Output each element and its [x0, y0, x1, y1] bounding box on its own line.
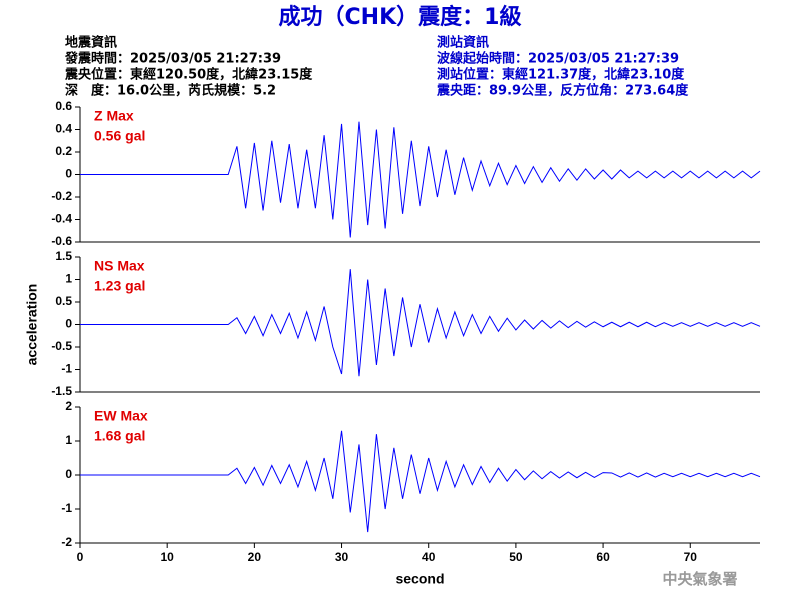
- x-tick-label: 60: [596, 550, 610, 564]
- annotation: EW Max: [94, 408, 148, 424]
- x-tick-label: 0: [77, 550, 84, 564]
- y-tick-label: -0.5: [51, 339, 72, 353]
- x-tick-label: 40: [422, 550, 436, 564]
- y-tick-label: 2: [65, 399, 72, 413]
- y-tick-label: -0.2: [51, 189, 72, 203]
- y-tick-label: -1: [61, 362, 72, 376]
- y-tick-label: 0.6: [55, 99, 72, 113]
- annotation: NS Max: [94, 258, 145, 274]
- quake-info: 深 度：16.0公里，芮氏規模：5.2: [65, 83, 276, 99]
- x-tick-label: 10: [160, 550, 174, 564]
- x-axis-label: second: [395, 571, 444, 587]
- y-tick-label: -0.4: [51, 212, 72, 226]
- x-tick-label: 30: [335, 550, 349, 564]
- waveform: [80, 121, 761, 238]
- footer: 中央氣象署: [662, 570, 737, 588]
- y-tick-label: 0: [65, 317, 72, 331]
- station-info: 測站位置：東經121.37度，北緯23.10度: [437, 67, 685, 83]
- y-tick-label: -1: [61, 501, 72, 515]
- y-tick-label: 0: [65, 467, 72, 481]
- x-tick-label: 70: [684, 550, 698, 564]
- chart-title: 成功（CHK）震度：1級: [279, 4, 522, 30]
- y-axis-label: acceleration: [24, 284, 40, 366]
- y-tick-label: 1.5: [55, 249, 72, 263]
- quake-info: 震央位置：東經120.50度，北緯23.15度: [64, 67, 313, 83]
- annotation: 0.56 gal: [94, 128, 145, 144]
- waveform: [80, 430, 761, 533]
- quake-info: 發震時間：2025/03/05 21:27:39: [64, 51, 281, 67]
- x-tick-label: 50: [509, 550, 523, 564]
- y-tick-label: 0.2: [55, 144, 72, 158]
- y-tick-label: 1: [65, 433, 72, 447]
- station-info: 測站資訊: [437, 35, 489, 51]
- annotation: 1.68 gal: [94, 428, 145, 444]
- y-tick-label: -2: [61, 535, 72, 549]
- quake-info: 地震資訊: [65, 35, 117, 51]
- waveform: [80, 269, 761, 377]
- y-tick-label: -1.5: [51, 384, 72, 398]
- y-tick-label: 0.4: [55, 122, 72, 136]
- station-info: 震央距：89.9公里，反方位角：273.64度: [436, 83, 689, 99]
- y-tick-label: 1: [65, 272, 72, 286]
- annotation: Z Max: [94, 108, 134, 124]
- y-tick-label: 0.5: [55, 294, 72, 308]
- annotation: 1.23 gal: [94, 278, 145, 294]
- station-info: 波線起始時間：2025/03/05 21:27:39: [437, 51, 679, 67]
- x-tick-label: 20: [248, 550, 262, 564]
- y-tick-label: 0: [65, 167, 72, 181]
- y-tick-label: -0.6: [51, 234, 72, 248]
